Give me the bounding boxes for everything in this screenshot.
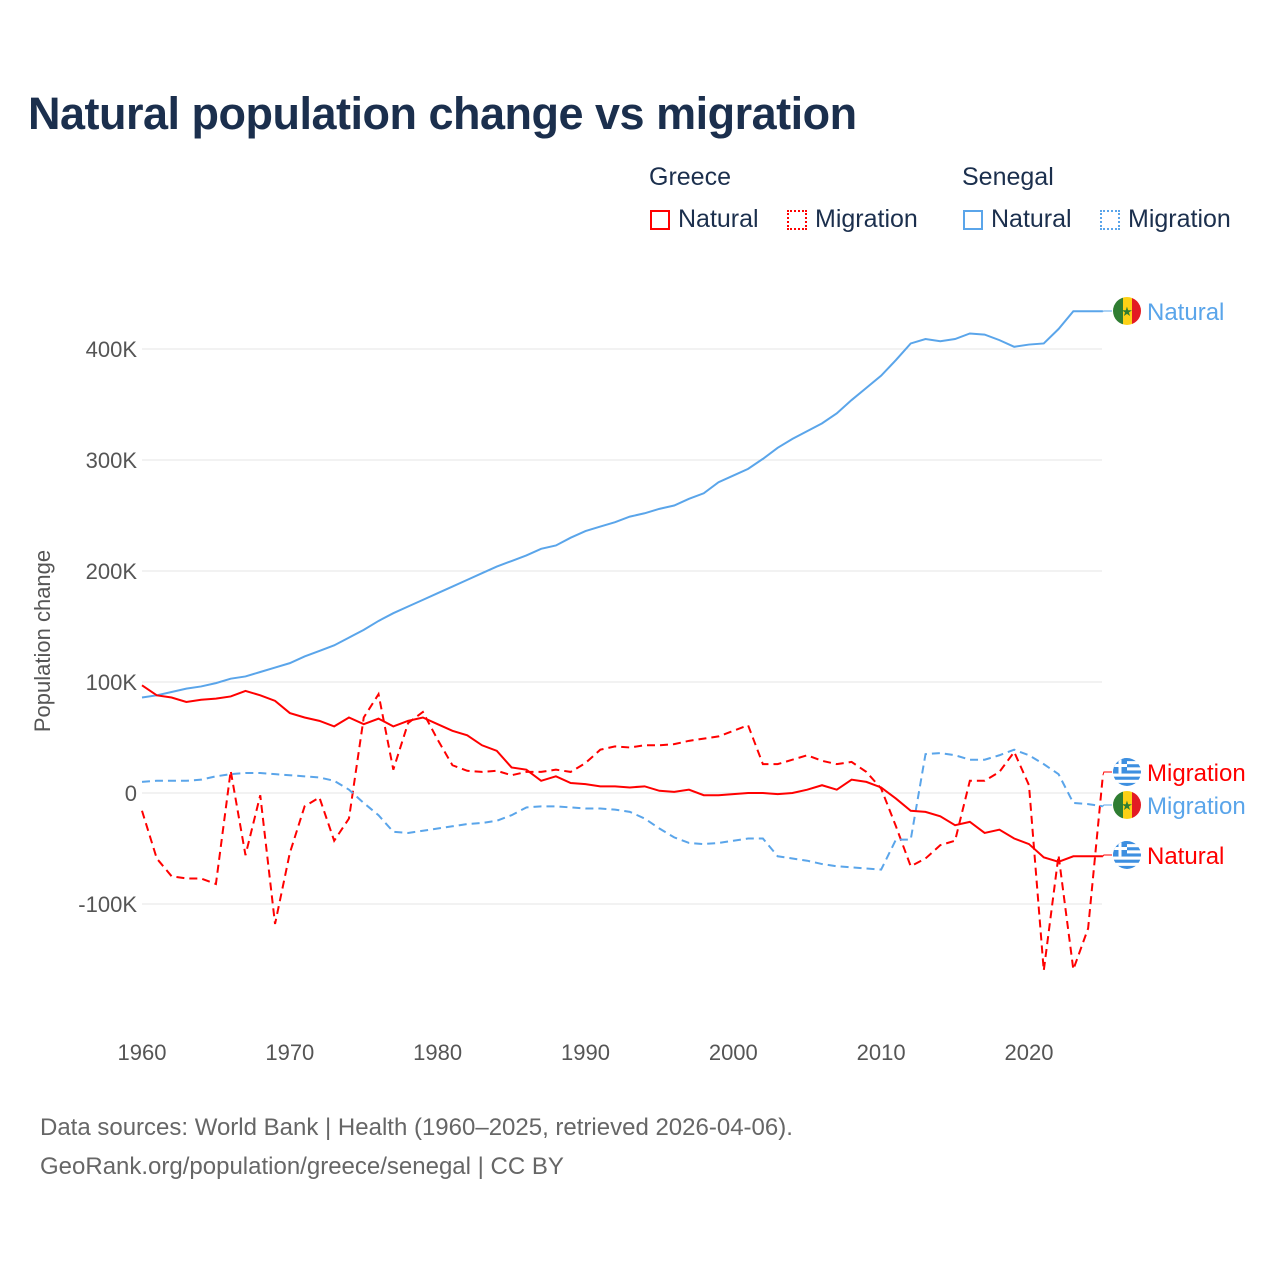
end-label: Migration	[1147, 793, 1246, 820]
label-connector	[1102, 804, 1112, 807]
legend-label: Migration	[815, 205, 918, 233]
y-tick-label: 400K	[86, 337, 138, 362]
x-tick-label: 1990	[561, 1040, 610, 1065]
y-tick-label: 300K	[86, 448, 138, 473]
legend-greece-natural[interactable]: Natural	[650, 205, 759, 234]
end-label: Natural	[1147, 843, 1224, 870]
end-label: Migration	[1147, 760, 1246, 787]
greece-flag-icon	[1113, 758, 1141, 786]
greece-flag-icon	[1113, 841, 1141, 869]
legend-swatch-solid-blue	[963, 209, 983, 230]
svg-text:★: ★	[1121, 798, 1133, 813]
footer-link[interactable]: GeoRank.org/population/greece/senegal | …	[40, 1153, 564, 1180]
x-tick-label: 2010	[857, 1040, 906, 1065]
footer: Data sources: World Bank | Health (1960–…	[40, 1108, 793, 1186]
end-label: Natural	[1147, 299, 1224, 326]
legend-swatch-solid-red	[650, 209, 670, 230]
legend-group-senegal: Senegal	[962, 163, 1054, 191]
y-tick-label: 200K	[86, 559, 138, 584]
series-line-senegal-natural	[141, 310, 1103, 699]
legend-label: Migration	[1128, 205, 1231, 233]
legend-label: Natural	[991, 205, 1072, 233]
legend-swatch-dotted-red	[787, 209, 807, 230]
legend-senegal-natural[interactable]: Natural	[963, 205, 1072, 234]
y-tick-label: -100K	[78, 892, 137, 917]
legend-group-greece: Greece	[649, 163, 731, 191]
x-tick-label: 2000	[709, 1040, 758, 1065]
x-tick-label: 1980	[413, 1040, 462, 1065]
legend-swatch-dotted-blue	[1100, 209, 1120, 230]
series-line-greece-migration	[141, 691, 1104, 971]
chart-title: Natural population change vs migration	[28, 88, 857, 139]
series-line-senegal-migration	[141, 748, 1104, 871]
series-line-greece-natural	[141, 684, 1103, 863]
x-tick-label: 2020	[1005, 1040, 1054, 1065]
x-tick-label: 1960	[118, 1040, 167, 1065]
y-tick-label: 0	[125, 781, 137, 806]
y-tick-label: 100K	[86, 670, 138, 695]
label-connector	[1102, 771, 1112, 776]
footer-sources: Data sources: World Bank | Health (1960–…	[40, 1114, 793, 1141]
svg-text:★: ★	[1121, 304, 1133, 319]
y-axis-label: Population change	[30, 550, 55, 732]
senegal-flag-icon: ★	[1113, 297, 1141, 325]
label-connector	[1102, 854, 1112, 857]
legend-greece-migration[interactable]: Migration	[787, 205, 918, 234]
legend-label: Natural	[678, 205, 759, 233]
x-tick-label: 1970	[265, 1040, 314, 1065]
senegal-flag-icon: ★	[1113, 791, 1141, 819]
legend-senegal-migration[interactable]: Migration	[1100, 205, 1231, 234]
